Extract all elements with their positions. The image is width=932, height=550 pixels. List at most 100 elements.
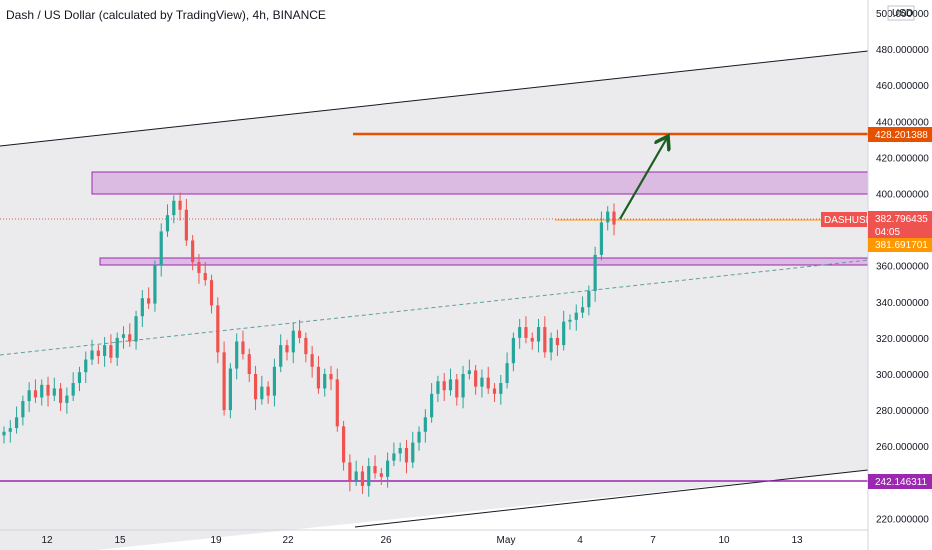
time-tick-label: May xyxy=(497,535,516,546)
dashed-trendline[interactable] xyxy=(0,259,869,356)
candle-up xyxy=(27,390,31,402)
price-tick-label: 440.000000 xyxy=(876,117,929,128)
candle-up xyxy=(467,370,471,374)
candle-up xyxy=(52,388,56,396)
candle-down xyxy=(329,374,333,380)
candle-up xyxy=(272,366,277,396)
candle-down xyxy=(58,388,63,403)
prev-price-text: 381.691701 xyxy=(875,240,928,251)
channel-upper-line[interactable] xyxy=(0,50,869,147)
price-tick-label: 260.000000 xyxy=(876,442,929,453)
candle-down xyxy=(109,345,113,358)
candle-up xyxy=(398,448,402,454)
candle-up xyxy=(436,381,440,394)
candle-up xyxy=(228,368,232,411)
price-tick-label: 300.000000 xyxy=(876,370,929,381)
candle-up xyxy=(121,334,126,338)
price-axis[interactable] xyxy=(868,0,932,550)
candle-down xyxy=(241,341,245,355)
candle-up xyxy=(568,319,572,322)
candle-up xyxy=(71,383,75,396)
time-tick-label: 13 xyxy=(791,535,803,546)
time-tick-label: 15 xyxy=(114,535,126,546)
candle-up xyxy=(291,330,295,353)
candle-down xyxy=(404,448,409,463)
target-price-tag xyxy=(868,127,932,142)
candle-up xyxy=(103,345,107,356)
candle-up xyxy=(599,222,604,255)
candle-down xyxy=(253,374,258,400)
candle-up xyxy=(235,341,239,369)
candle-down xyxy=(147,298,151,304)
resistance-zone[interactable] xyxy=(91,171,869,195)
candle-series xyxy=(2,192,616,497)
candle-up xyxy=(8,428,12,432)
candle-up xyxy=(172,200,176,216)
candle-up xyxy=(430,393,434,418)
candle-down xyxy=(543,327,547,353)
last-price-text: 382.796435 xyxy=(875,214,928,225)
candle-up xyxy=(90,350,94,360)
currency-label: USD xyxy=(892,8,913,19)
price-tick-label: 340.000000 xyxy=(876,298,929,309)
candle-down xyxy=(612,211,616,225)
support-zone[interactable] xyxy=(99,257,869,266)
candle-down xyxy=(316,366,321,389)
candle-down xyxy=(486,377,490,389)
price-tick-label: 280.000000 xyxy=(876,406,929,417)
price-tick-label: 320.000000 xyxy=(876,334,929,345)
currency-box xyxy=(887,5,915,21)
candle-up xyxy=(134,316,138,342)
candle-down xyxy=(474,370,478,387)
candle-up xyxy=(279,345,283,367)
candle-up xyxy=(417,431,421,443)
candle-down xyxy=(197,262,201,273)
candle-down xyxy=(191,240,195,263)
candle-up xyxy=(574,312,578,320)
countdown-text: 04:05 xyxy=(875,227,900,238)
candle-down xyxy=(297,330,302,338)
price-tick-label: 220.000000 xyxy=(876,514,929,525)
candle-up xyxy=(159,231,163,266)
channel-lower-line[interactable] xyxy=(354,469,869,528)
time-tick-label: 12 xyxy=(41,535,53,546)
candle-up xyxy=(386,460,390,477)
chart-title: Dash / US Dollar (calculated by TradingV… xyxy=(6,8,326,22)
candle-up xyxy=(536,327,541,342)
candle-up xyxy=(65,395,69,403)
projection-arrow[interactable] xyxy=(619,138,667,220)
time-tick-label: 7 xyxy=(650,535,656,546)
candle-down xyxy=(530,337,534,342)
time-tick-labels: 12 15 19 22 26 May 4 7 10 13 xyxy=(41,535,803,546)
candle-up xyxy=(448,379,453,391)
candle-down xyxy=(524,327,528,338)
candle-down xyxy=(442,381,446,391)
candle-up xyxy=(165,215,170,232)
support-price-tag xyxy=(868,474,932,489)
price-tick-label: 420.000000 xyxy=(876,153,929,164)
candle-down xyxy=(310,354,314,367)
candle-up xyxy=(593,254,597,291)
candle-down xyxy=(216,305,220,353)
candle-up xyxy=(21,401,25,418)
target-price-text: 428.201388 xyxy=(875,130,928,141)
candle-up xyxy=(411,442,415,463)
rising-channel[interactable] xyxy=(0,51,868,550)
last-price-tag xyxy=(868,211,932,238)
time-tick-label: 19 xyxy=(210,535,222,546)
candle-down xyxy=(203,272,207,281)
candle-down xyxy=(492,388,497,394)
candle-down xyxy=(247,354,251,374)
candle-up xyxy=(580,307,585,313)
support-price-text: 242.146311 xyxy=(875,477,928,488)
candle-up xyxy=(140,298,144,317)
symbol-tag-text: DASHUSD xyxy=(824,215,873,226)
candle-up xyxy=(260,386,264,400)
candle-down xyxy=(266,386,270,396)
candle-down xyxy=(285,345,289,353)
price-tick-label: 400.000000 xyxy=(876,190,929,201)
candle-up xyxy=(511,337,515,364)
candle-up xyxy=(2,431,6,436)
